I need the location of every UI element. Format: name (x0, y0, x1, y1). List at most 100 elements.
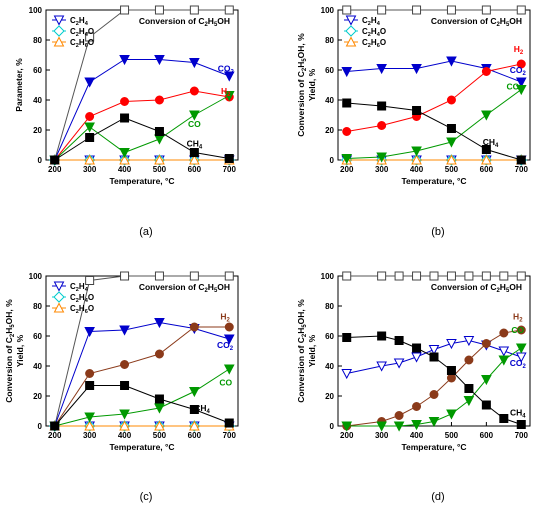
data-point (377, 5, 387, 15)
data-point (394, 336, 404, 345)
data-point (394, 271, 404, 281)
series-annotation: CO2 (510, 65, 527, 77)
series-annotation: CH4 (483, 137, 499, 149)
y-tick-label: 20 (325, 392, 334, 401)
data-point (412, 106, 422, 115)
data-point (154, 55, 165, 66)
data-point (446, 137, 457, 148)
series-annotation: CO (188, 119, 201, 129)
data-point (464, 384, 474, 393)
data-point (120, 360, 130, 369)
series-line (54, 321, 230, 427)
data-point (50, 421, 60, 431)
data-point (189, 322, 199, 332)
data-point (154, 349, 164, 359)
data-point (446, 95, 456, 105)
data-point (85, 32, 95, 42)
data-point (342, 271, 352, 281)
data-point (341, 154, 353, 165)
y-tick-label: 0 (38, 156, 43, 165)
data-point (394, 411, 404, 420)
data-point (481, 67, 491, 76)
series-line (346, 347, 522, 427)
y-tick-label: 80 (325, 36, 334, 45)
y-tick-label: 80 (33, 302, 42, 311)
data-point (446, 339, 457, 350)
data-point (85, 381, 95, 390)
data-point (50, 155, 60, 165)
legend-marker (53, 36, 65, 47)
x-tick-label: 700 (223, 431, 237, 440)
legend-marker (53, 302, 65, 313)
legend-entry: C2H4 (70, 16, 89, 27)
data-point (499, 328, 509, 338)
y-tick-label: 20 (33, 126, 42, 135)
y-tick-label: 100 (29, 272, 43, 281)
data-point (376, 152, 387, 163)
data-point (481, 5, 491, 15)
chart-panel-2: 200 300 400 500 600 700 0 20 40 60 80 100 Temperatur… (296, 5, 531, 238)
legend-entry: C2H4 (362, 16, 381, 27)
y-tick-label: 40 (33, 362, 42, 371)
series-line (54, 95, 230, 161)
y-tick-label: 100 (321, 272, 335, 281)
legend-entry: C2H4O (362, 27, 386, 38)
x-tick-label: 300 (375, 431, 389, 440)
y-axis-label-secondary: Yield, % (307, 68, 317, 101)
x-axis-label: Temperature, °C (401, 442, 466, 452)
data-point (412, 271, 422, 281)
data-point (189, 110, 200, 121)
data-point (154, 394, 164, 404)
y-tick-label: 0 (38, 422, 43, 431)
x-tick-label: 300 (375, 165, 389, 174)
series-annotation: CH4 (194, 403, 210, 415)
data-point (481, 271, 491, 281)
data-point (154, 5, 164, 15)
legend-entry: C2H6O (70, 38, 94, 49)
x-tick-label: 700 (515, 165, 529, 174)
data-point (377, 101, 387, 111)
series-annotation: CO2 (510, 358, 527, 370)
series-line (54, 117, 230, 161)
data-point (224, 418, 234, 428)
panel-label: (c) (140, 491, 153, 503)
data-point (119, 154, 130, 165)
data-point (223, 334, 235, 345)
data-point (376, 421, 387, 432)
data-point (412, 402, 422, 411)
series-line (54, 275, 230, 427)
data-point (376, 64, 387, 75)
series-annotation: CO2 (217, 340, 234, 352)
data-point (498, 346, 510, 357)
series-line (54, 9, 230, 161)
y-tick-label: 60 (33, 332, 42, 341)
y-tick-label: 60 (325, 66, 334, 75)
y-axis-label: Conversion of C2H5OH, % (296, 299, 308, 403)
data-point (119, 409, 130, 420)
data-point (377, 271, 387, 281)
data-point (120, 381, 130, 390)
series-annotation: H2 (514, 44, 524, 56)
data-point (84, 327, 95, 338)
x-tick-label: 300 (83, 431, 97, 440)
data-point (481, 154, 492, 165)
data-point (446, 124, 456, 133)
series-line (346, 335, 522, 425)
data-point (411, 420, 422, 431)
chart-title: Conversion of C2H5OH (431, 16, 522, 28)
data-point (429, 390, 439, 399)
y-tick-label: 100 (321, 6, 335, 15)
x-axis-label: Temperature, °C (109, 442, 174, 452)
x-tick-label: 200 (48, 431, 62, 440)
y-tick-label: 60 (325, 332, 334, 341)
data-point (342, 333, 352, 342)
y-axis-label: Parameter, % (14, 58, 24, 112)
data-point (85, 133, 95, 142)
chart-title: Conversion of C2H5OH (431, 282, 522, 294)
x-tick-label: 500 (153, 165, 167, 174)
data-point (342, 98, 352, 108)
data-point (223, 71, 235, 82)
data-point (223, 364, 235, 375)
data-point (189, 86, 199, 96)
data-point (84, 122, 95, 133)
